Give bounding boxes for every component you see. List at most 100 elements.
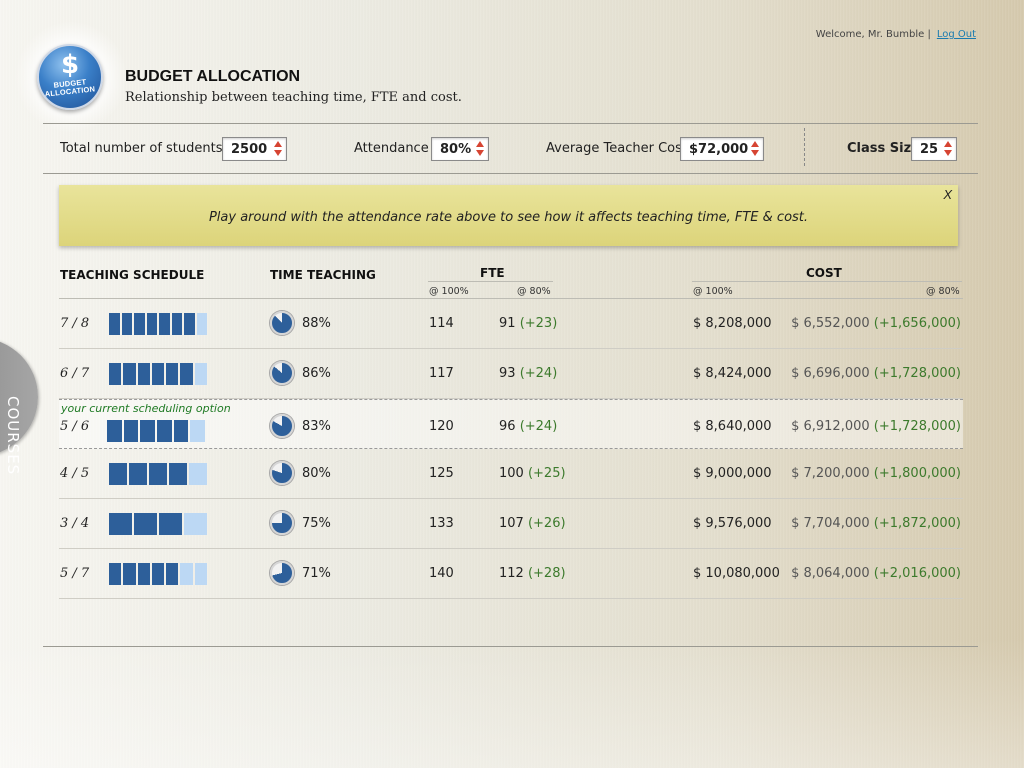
budget-allocation-logo: $ BUDGET ALLOCATION <box>37 44 103 110</box>
courses-tab-label: COURSES <box>4 396 22 475</box>
header-fte: FTE <box>480 266 505 280</box>
schedule-bar-filled <box>134 513 157 535</box>
schedule-ratio: 3 / 4 <box>60 516 90 531</box>
schedule-ratio: 4 / 5 <box>60 466 90 481</box>
fte-80-cell: 100 (+25) <box>499 466 566 481</box>
students-stepper[interactable]: 2500 <box>222 137 287 161</box>
students-label: Total number of students <box>60 141 223 156</box>
cost-80-value: $ 6,696,000 <box>791 366 870 381</box>
teacher-cost-stepper[interactable]: $72,000 <box>680 137 764 161</box>
cost-header-rule <box>692 281 962 282</box>
controls-divider <box>804 128 805 166</box>
cost-delta: (+2,016,000) <box>873 566 961 581</box>
schedule-bar-filled <box>109 513 132 535</box>
table-row-current[interactable]: your current scheduling option 5 / 6 83% 12… <box>59 399 963 449</box>
schedule-bar-filled <box>166 363 179 385</box>
cost-80-value: $ 6,912,000 <box>791 419 870 434</box>
header-time-teaching: TIME TEACHING <box>270 268 376 282</box>
cost-100-value: $ 9,000,000 <box>693 466 772 481</box>
attendance-value: 80% <box>440 142 472 157</box>
attendance-stepper[interactable]: 80% <box>431 137 489 161</box>
table-row[interactable]: 7 / 8 88% 114 91 (+23) $ 8,208,000 $ 6,552,00… <box>59 299 963 349</box>
divider-bottom <box>43 646 978 647</box>
schedule-bar-filled <box>159 313 170 335</box>
schedule-bar-filled <box>137 563 150 585</box>
cost-100-value: $ 9,576,000 <box>693 516 772 531</box>
schedule-bar-filled <box>184 313 195 335</box>
schedule-bar-filled <box>173 420 189 442</box>
table-row[interactable]: 5 / 7 71% 140 112 (+28) $ 10,080,000 $ 8,064,… <box>59 549 963 599</box>
fte-delta: (+24) <box>519 366 558 381</box>
fte-80-value: 100 <box>499 466 524 481</box>
fte-delta: (+26) <box>527 516 566 531</box>
cost-100-value: $ 8,424,000 <box>693 366 772 381</box>
time-percent: 75% <box>302 516 331 531</box>
cost-100-value: $ 8,208,000 <box>693 316 772 331</box>
cost-80-cell: $ 7,704,000 (+1,872,000) <box>791 516 961 531</box>
schedule-bar-filled <box>134 313 145 335</box>
cost-80-cell: $ 6,912,000 (+1,728,000) <box>791 419 961 434</box>
current-option-label: your current scheduling option <box>61 402 231 415</box>
logout-link[interactable]: Log Out <box>936 29 976 40</box>
schedule-bar-filled <box>107 420 122 442</box>
time-pie-icon <box>270 311 294 335</box>
schedule-bars <box>109 463 207 485</box>
schedule-bars <box>109 513 207 535</box>
divider-controls <box>43 173 978 174</box>
schedule-bar-filled <box>109 463 127 485</box>
close-hint-button[interactable]: X <box>943 187 952 202</box>
cost-80-value: $ 7,200,000 <box>791 466 870 481</box>
schedule-bar-empty <box>194 563 207 585</box>
stepper-arrows-icon[interactable] <box>476 140 484 158</box>
schedule-bar-filled <box>123 563 136 585</box>
schedule-bar-empty <box>194 363 207 385</box>
stepper-arrows-icon[interactable] <box>944 140 952 158</box>
header-cost: COST <box>806 266 842 280</box>
time-pie-icon <box>270 561 294 585</box>
class-size-value: 25 <box>920 142 939 157</box>
table-row[interactable]: 3 / 4 75% 133 107 (+26) $ 9,576,000 $ 7,704,0… <box>59 499 963 549</box>
fte-80-cell: 93 (+24) <box>499 366 557 381</box>
class-size-stepper[interactable]: 25 <box>911 137 957 161</box>
fte-80-value: 112 <box>499 566 524 581</box>
stepper-arrows-icon[interactable] <box>274 140 282 158</box>
fte-80-value: 93 <box>499 366 516 381</box>
hint-banner: Play around with the attendance rate abo… <box>59 185 958 246</box>
teacher-cost-label: Average Teacher Cost <box>546 141 687 156</box>
table-row[interactable]: 6 / 7 86% 117 93 (+24) $ 8,424,000 $ 6,696,00… <box>59 349 963 399</box>
time-pie-icon <box>270 511 294 535</box>
time-pie-icon <box>270 461 294 485</box>
stepper-arrows-icon[interactable] <box>751 140 759 158</box>
students-value: 2500 <box>231 142 268 157</box>
schedule-bar-filled <box>123 420 139 442</box>
schedule-bar-filled <box>146 313 157 335</box>
fte-delta: (+23) <box>519 316 558 331</box>
table-row[interactable]: 4 / 5 80% 125 100 (+25) $ 9,000,000 $ 7,200,0… <box>59 449 963 499</box>
schedule-bar-filled <box>149 463 167 485</box>
cost-80-label: @ 80% <box>926 286 960 297</box>
cost-80-value: $ 7,704,000 <box>791 516 870 531</box>
fte-100-value: 140 <box>429 566 454 581</box>
fte-80-value: 96 <box>499 419 516 434</box>
schedule-ratio: 5 / 7 <box>60 566 90 581</box>
time-pie-icon <box>270 414 294 438</box>
cost-delta: (+1,728,000) <box>873 419 961 434</box>
time-percent: 86% <box>302 366 331 381</box>
fte-80-cell: 112 (+28) <box>499 566 566 581</box>
time-percent: 71% <box>302 566 331 581</box>
fte-100-value: 117 <box>429 366 454 381</box>
fte-100-label: @ 100% <box>429 286 469 297</box>
schedule-bar-filled <box>171 313 182 335</box>
cost-80-value: $ 8,064,000 <box>791 566 870 581</box>
cost-delta: (+1,656,000) <box>873 316 961 331</box>
background-glow <box>0 638 1024 768</box>
schedule-bars <box>107 420 205 442</box>
fte-header-rule <box>428 281 553 282</box>
schedule-ratio: 5 / 6 <box>60 419 90 434</box>
schedule-bar-empty <box>184 513 207 535</box>
schedule-bar-empty <box>189 463 207 485</box>
time-percent: 83% <box>302 419 331 434</box>
schedule-bar-empty <box>190 420 205 442</box>
schedule-bar-filled <box>121 313 132 335</box>
schedule-bar-empty <box>180 563 193 585</box>
